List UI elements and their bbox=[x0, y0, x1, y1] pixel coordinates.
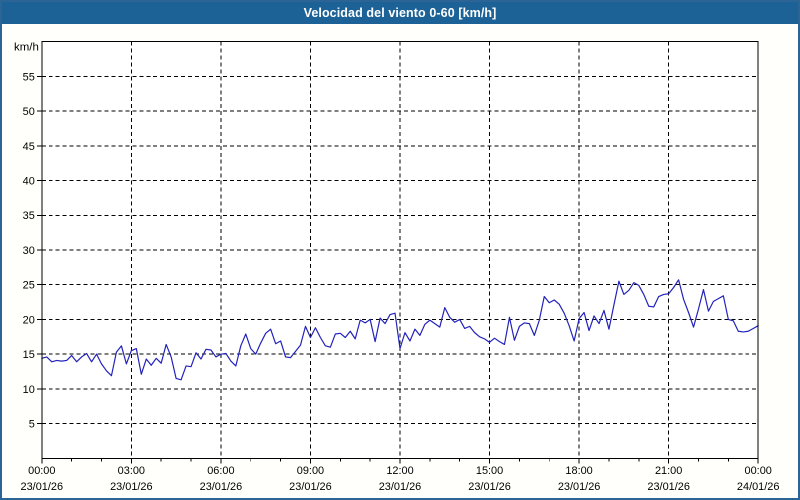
x-tick-label-time: 03:00 bbox=[118, 465, 145, 477]
x-tick-label-date: 23/01/26 bbox=[647, 481, 690, 493]
x-tick-label-time: 18:00 bbox=[565, 465, 592, 477]
y-tick-label: 10 bbox=[23, 384, 35, 396]
x-tick-label-date: 23/01/26 bbox=[468, 481, 511, 493]
chart-title-bar: Velocidad del viento 0-60 [km/h] bbox=[2, 2, 798, 24]
y-tick-label: 15 bbox=[23, 349, 35, 361]
x-tick-label-time: 12:00 bbox=[386, 465, 413, 477]
wind-speed-line bbox=[41, 279, 759, 381]
y-tick-label: 55 bbox=[23, 71, 35, 83]
x-tick-label-time: 06:00 bbox=[207, 465, 234, 477]
plot-border bbox=[41, 41, 759, 459]
x-tick-label-date: 23/01/26 bbox=[558, 481, 601, 493]
y-tick-label: 45 bbox=[23, 141, 35, 153]
y-tick-label: 30 bbox=[23, 245, 35, 257]
x-tick-label-time: 15:00 bbox=[476, 465, 503, 477]
y-axis-units-label: km/h bbox=[14, 42, 39, 54]
x-tick-label-time: 21:00 bbox=[655, 465, 682, 477]
y-tick-label: 40 bbox=[23, 176, 35, 188]
x-tick-label-date: 23/01/26 bbox=[289, 481, 332, 493]
x-tick-label-date: 23/01/26 bbox=[200, 481, 243, 493]
x-tick-label-date: 24/01/26 bbox=[737, 481, 780, 493]
x-tick-label-date: 23/01/26 bbox=[110, 481, 153, 493]
x-tick-label-time: 00:00 bbox=[745, 465, 772, 477]
x-tick-label-time: 00:00 bbox=[28, 465, 55, 477]
chart-title: Velocidad del viento 0-60 [km/h] bbox=[303, 6, 497, 20]
x-tick-label-date: 23/01/26 bbox=[21, 481, 64, 493]
x-tick-label-date: 23/01/26 bbox=[379, 481, 422, 493]
x-tick-label-time: 09:00 bbox=[297, 465, 324, 477]
y-tick-label: 35 bbox=[23, 210, 35, 222]
y-tick-label: 20 bbox=[23, 314, 35, 326]
y-tick-label: 25 bbox=[23, 280, 35, 292]
y-tick-label: 5 bbox=[29, 419, 35, 431]
y-tick-label: 50 bbox=[23, 106, 35, 118]
